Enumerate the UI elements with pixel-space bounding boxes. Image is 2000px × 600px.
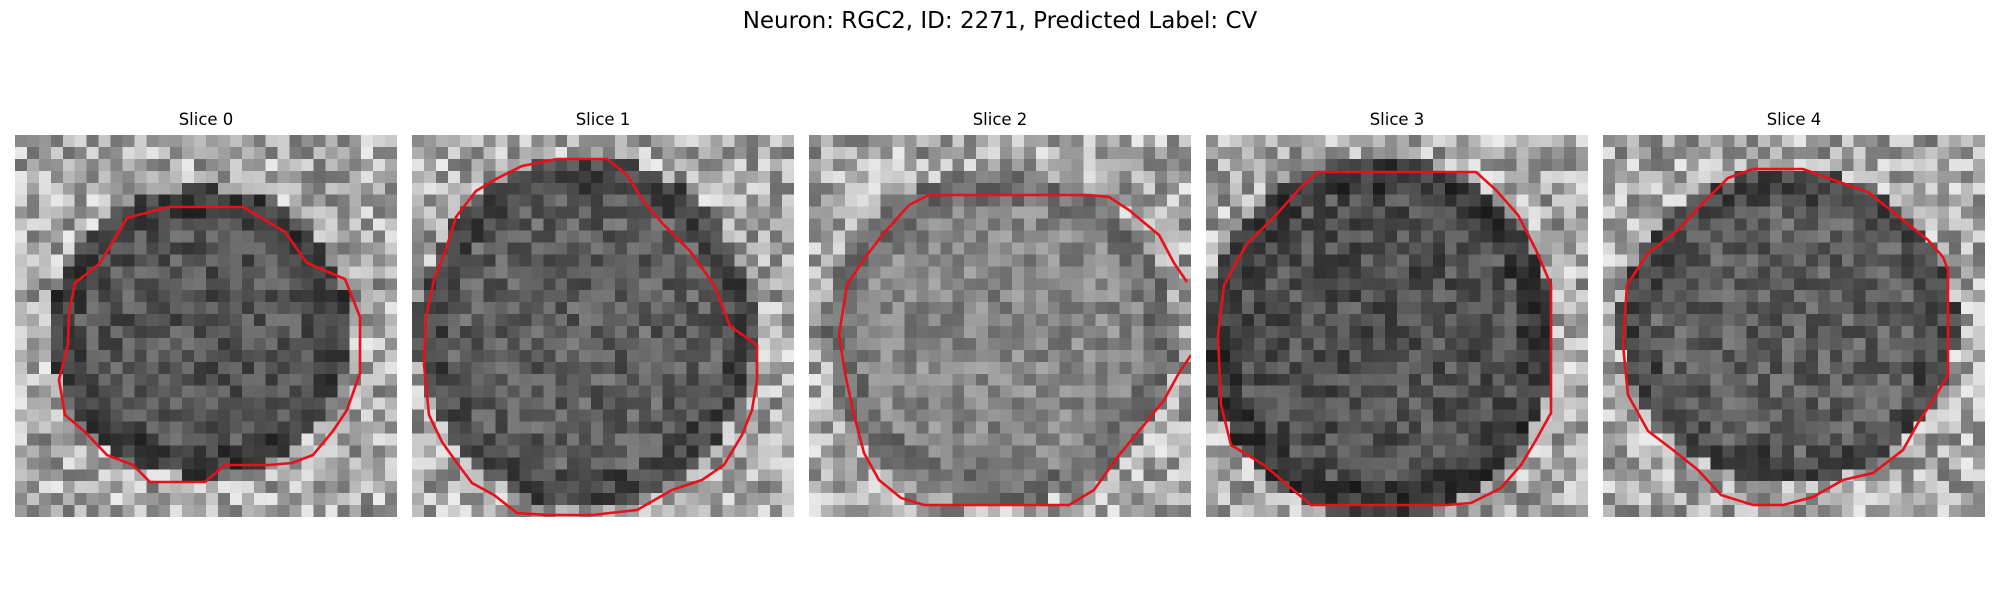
- contour-overlay-4: [1621, 167, 1950, 507]
- slice-title-0: Slice 0: [178, 110, 234, 129]
- figure-title: Neuron: RGC2, ID: 2271, Predicted Label:…: [742, 8, 1258, 34]
- slice-title-4: Slice 4: [1766, 110, 1822, 129]
- slice-panel-4: [1603, 135, 1985, 517]
- slice-title-1: Slice 1: [575, 110, 631, 129]
- contour-overlay-1: [422, 157, 759, 517]
- contour-overlay-3: [1216, 170, 1553, 507]
- contour-overlay-2: [837, 193, 1191, 507]
- contour-overlay-0: [57, 205, 362, 484]
- cell-contour-3: [1216, 170, 1553, 507]
- slice-image-0: [15, 135, 397, 517]
- slice-panel-3: [1206, 135, 1588, 517]
- cell-contour-4: [1621, 167, 1950, 507]
- slice-image-2: [809, 135, 1191, 517]
- cell-contour-2: [837, 193, 1191, 507]
- slice-panel-1: [412, 135, 794, 517]
- slice-image-4: [1603, 135, 1985, 517]
- slice-title-2: Slice 2: [972, 110, 1028, 129]
- slice-panel-0: [15, 135, 397, 517]
- cell-contour-1: [422, 157, 759, 517]
- slice-panel-2: [809, 135, 1191, 517]
- slice-title-3: Slice 3: [1369, 110, 1425, 129]
- cell-contour-0: [57, 205, 362, 484]
- slice-image-3: [1206, 135, 1588, 517]
